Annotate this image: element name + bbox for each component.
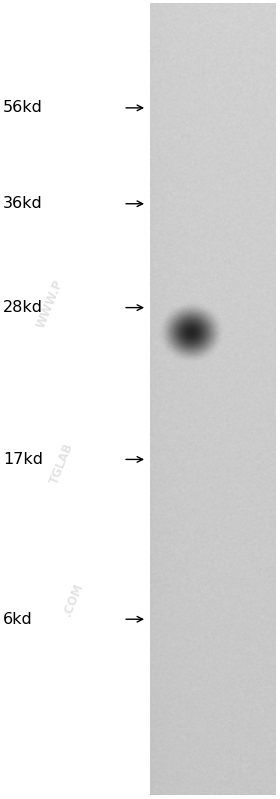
Text: 6kd: 6kd: [3, 612, 32, 626]
Text: WWW.P: WWW.P: [35, 277, 66, 330]
Text: 17kd: 17kd: [3, 452, 43, 467]
Text: 36kd: 36kd: [3, 197, 43, 211]
Text: .COM: .COM: [60, 581, 85, 618]
Text: 28kd: 28kd: [3, 300, 43, 315]
Text: 56kd: 56kd: [3, 101, 43, 115]
Text: TGLAB: TGLAB: [47, 441, 76, 486]
